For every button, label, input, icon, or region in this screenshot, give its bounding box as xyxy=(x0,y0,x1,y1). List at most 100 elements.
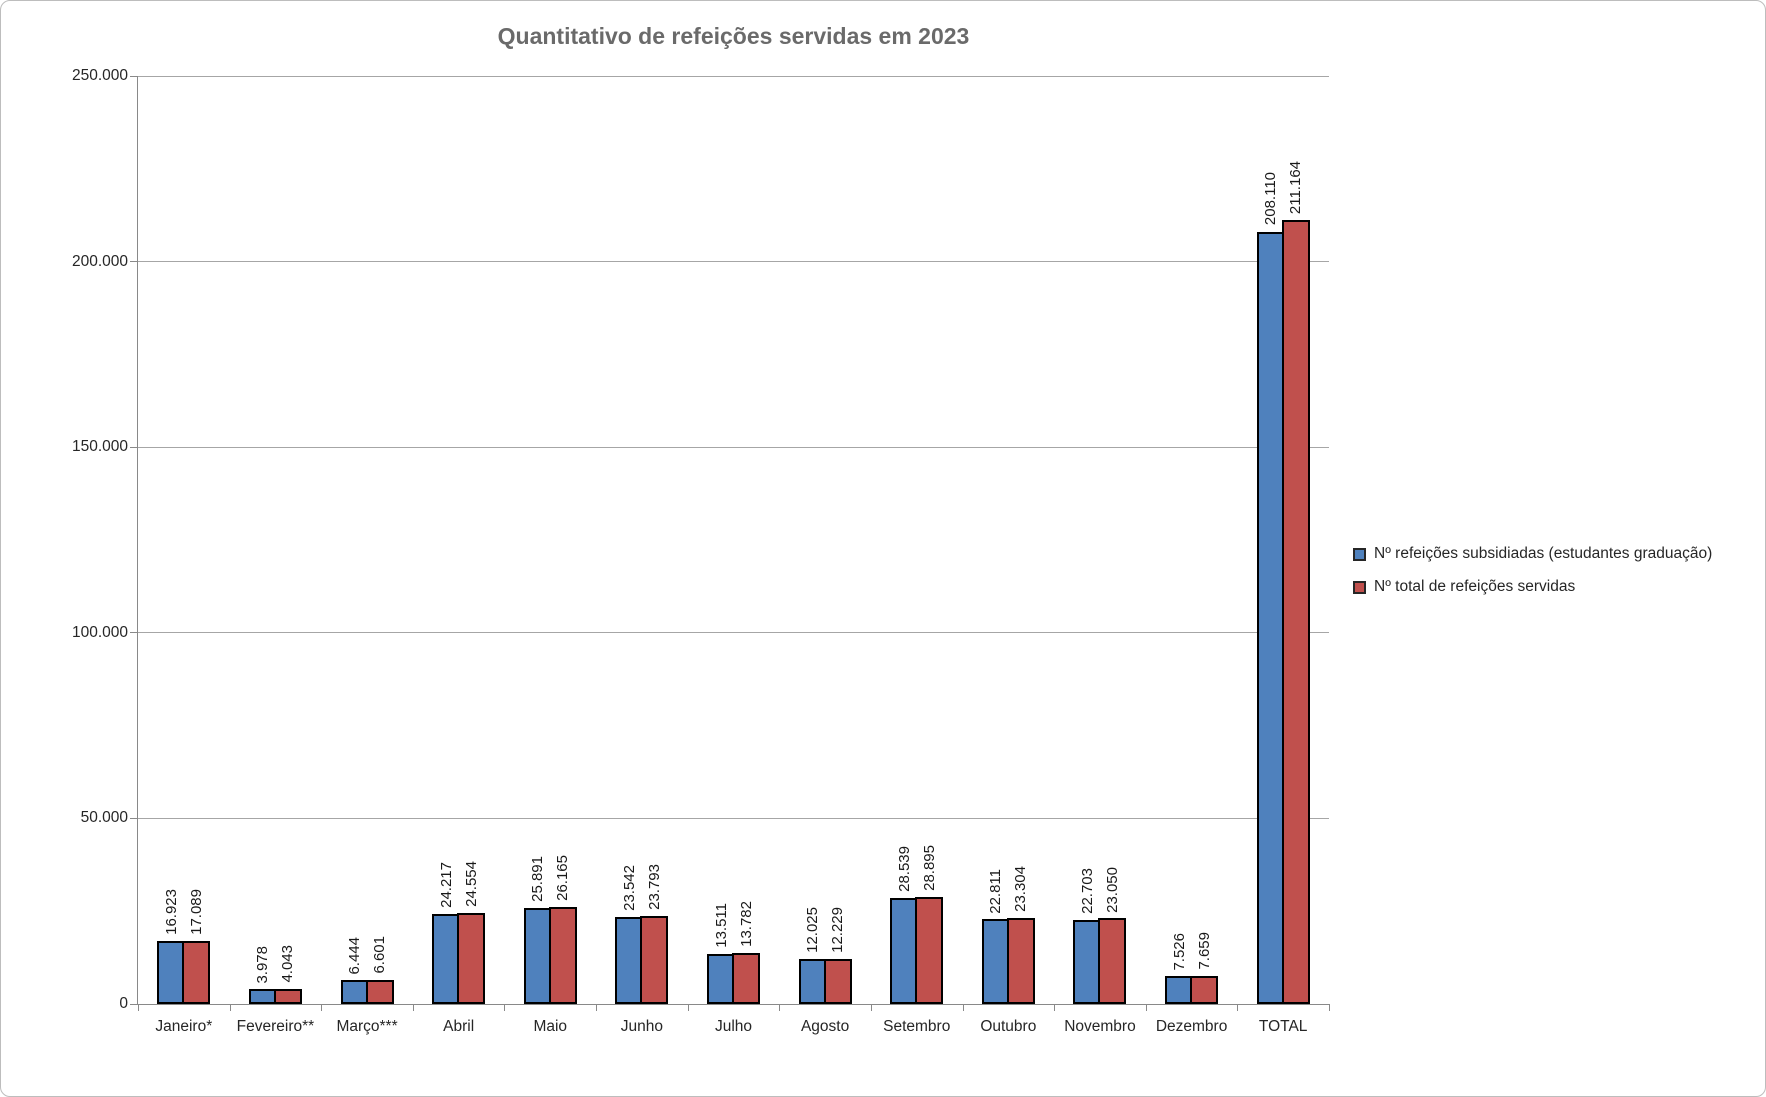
y-axis-tick xyxy=(130,261,137,263)
x-axis-tick xyxy=(962,1004,964,1011)
legend-swatch-red-icon xyxy=(1353,580,1366,594)
bar-subsidiadas xyxy=(432,914,461,1004)
bar-value-label: 23.542 xyxy=(620,864,638,911)
bar-subsidiadas xyxy=(523,907,552,1004)
bar-total xyxy=(1098,918,1127,1004)
y-axis-label: 50.000 xyxy=(80,809,128,827)
bar-total xyxy=(548,906,577,1004)
bar-value-label: 23.304 xyxy=(1012,865,1030,912)
x-category-label: Janeiro* xyxy=(155,1018,213,1035)
bar-total xyxy=(273,989,302,1004)
y-axis-label: 250.000 xyxy=(71,67,128,84)
y-axis-tick xyxy=(130,1003,137,1005)
bar-total xyxy=(732,952,760,1004)
bar-subsidiadas xyxy=(981,919,1010,1004)
legend-swatch-blue-icon xyxy=(1353,547,1366,561)
bar-value-label: 3.978 xyxy=(254,945,272,984)
y-axis-label: 150.000 xyxy=(71,438,128,456)
x-category-label: Junho xyxy=(620,1018,663,1035)
x-axis-tick xyxy=(687,1004,689,1011)
y-gridline xyxy=(138,817,1329,819)
x-axis-tick xyxy=(504,1004,506,1011)
bar-subsidiadas xyxy=(615,916,644,1004)
bar-subsidiadas xyxy=(157,941,186,1004)
bar-subsidiadas xyxy=(707,953,735,1004)
x-category-label: Maio xyxy=(533,1018,568,1035)
bar-value-label: 7.526 xyxy=(1170,932,1188,971)
bar-value-label: 13.511 xyxy=(712,903,730,948)
bar-value-label: 24.217 xyxy=(437,862,455,909)
bar-total xyxy=(182,940,211,1004)
bar-total xyxy=(915,896,944,1004)
x-category-label: Dezembro xyxy=(1155,1018,1228,1035)
x-category-label: Fevereiro** xyxy=(236,1018,315,1035)
x-category-label: TOTAL xyxy=(1258,1018,1308,1035)
y-axis-tick xyxy=(130,632,137,634)
x-category-label: Setembro xyxy=(883,1018,951,1035)
bar-total xyxy=(640,915,669,1004)
x-category-label: Março*** xyxy=(336,1018,398,1035)
chart-title: Quantitativo de refeições servidas em 20… xyxy=(497,23,970,49)
bar-value-label: 12.229 xyxy=(829,906,847,953)
y-axis-label: 100.000 xyxy=(71,623,128,641)
y-axis-line xyxy=(137,76,138,1005)
bar-subsidiadas xyxy=(1256,231,1285,1004)
x-axis-tick xyxy=(1054,1004,1056,1011)
bar-value-label: 6.444 xyxy=(346,936,364,975)
bar-value-label: 12.025 xyxy=(804,907,822,954)
x-axis-tick xyxy=(870,1004,872,1011)
bar-value-label: 17.089 xyxy=(187,888,205,935)
bar-value-label: 208.110 xyxy=(1262,172,1280,226)
x-axis-tick xyxy=(1329,1004,1330,1011)
bar-value-label: 23.793 xyxy=(645,863,663,910)
x-category-label: Agosto xyxy=(800,1018,850,1035)
bar-value-label: 22.703 xyxy=(1078,867,1096,914)
bar-total xyxy=(1190,975,1219,1004)
bar-value-label: 211.164 xyxy=(1287,161,1305,215)
y-gridline xyxy=(138,632,1329,634)
bar-value-label: 16.923 xyxy=(162,889,180,936)
x-category-label: Julho xyxy=(714,1018,753,1035)
bar-subsidiadas xyxy=(890,898,919,1004)
bar-value-label: 22.811 xyxy=(987,868,1005,914)
bar-value-label: 4.043 xyxy=(279,945,297,983)
bar-value-label: 7.659 xyxy=(1195,932,1213,970)
x-axis-tick xyxy=(1145,1004,1147,1011)
bar-value-label: 13.782 xyxy=(737,900,755,947)
x-axis-tick xyxy=(596,1004,598,1011)
bar-value-label: 24.554 xyxy=(462,860,480,907)
legend: Nº refeições subsidiadas (estudantes gra… xyxy=(1353,545,1712,611)
x-axis-tick xyxy=(779,1004,781,1011)
y-axis-tick xyxy=(130,446,137,448)
bar-value-label: 6.601 xyxy=(371,935,389,974)
bar-subsidiadas xyxy=(798,959,827,1004)
x-category-label: Outubro xyxy=(980,1018,1037,1035)
bar-value-label: 28.895 xyxy=(920,844,938,891)
bar-total xyxy=(365,979,394,1004)
bar-total xyxy=(823,958,852,1004)
bar-subsidiadas xyxy=(248,989,277,1004)
legend-label-total: Nº total de refeições servidas xyxy=(1374,578,1576,595)
bar-total xyxy=(1281,220,1310,1004)
y-axis-tick xyxy=(130,817,137,819)
y-gridline xyxy=(138,446,1329,448)
x-category-label: Abril xyxy=(443,1018,475,1035)
x-axis-tick xyxy=(138,1004,139,1011)
x-category-label: Novembro xyxy=(1064,1018,1136,1035)
x-axis-tick xyxy=(1237,1004,1239,1011)
bar-total xyxy=(1006,917,1035,1004)
y-gridline xyxy=(138,75,1329,77)
legend-item-subsidiadas: Nº refeições subsidiadas (estudantes gra… xyxy=(1353,545,1712,563)
y-axis-tick xyxy=(130,75,137,77)
bar-value-label: 25.891 xyxy=(529,856,547,902)
x-axis-tick xyxy=(321,1004,323,1011)
bar-total xyxy=(457,912,486,1004)
y-axis-label: 0 xyxy=(119,995,128,1012)
legend-item-total: Nº total de refeições servidas xyxy=(1353,578,1712,596)
x-axis-tick xyxy=(229,1004,231,1011)
y-gridline xyxy=(138,261,1329,263)
y-axis-label: 200.000 xyxy=(71,252,128,270)
bar-subsidiadas xyxy=(1073,919,1102,1004)
bar-value-label: 26.165 xyxy=(554,855,572,901)
